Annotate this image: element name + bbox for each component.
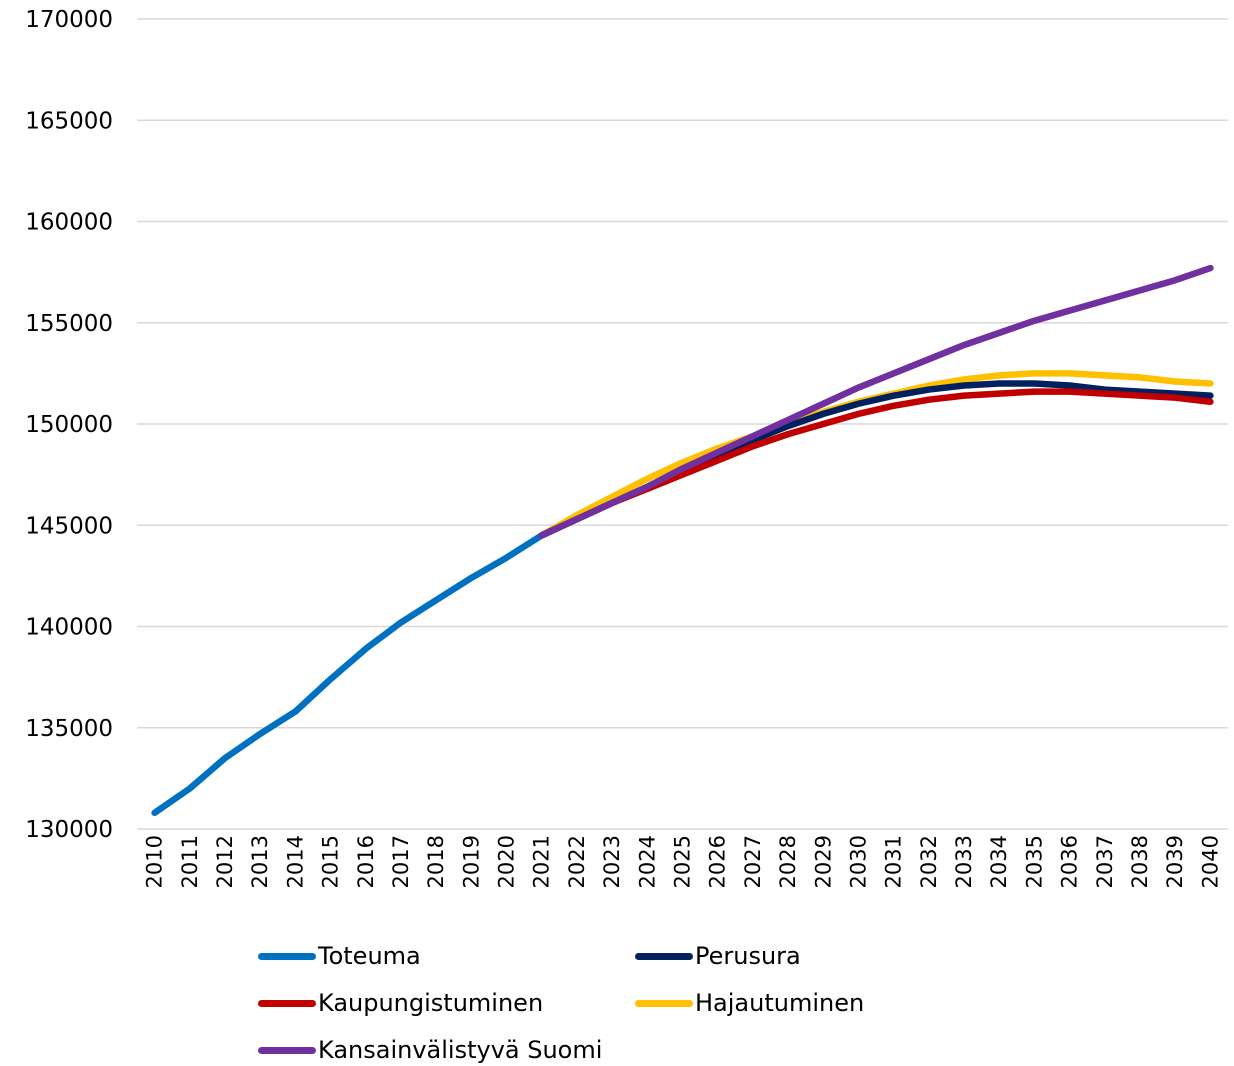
y-tick-label: 160000 [25, 210, 113, 236]
x-tick-label: 2030 [846, 835, 870, 888]
x-tick-label: 2015 [319, 835, 343, 888]
x-tick-label: 2039 [1163, 835, 1187, 888]
x-tick-label: 2035 [1022, 835, 1046, 888]
y-axis-ticks: 130000 135000 140000 145000 150000 155000 1600… [25, 7, 113, 843]
x-tick-label: 2021 [530, 835, 554, 888]
x-tick-label: 2029 [811, 835, 835, 888]
x-tick-label: 2025 [671, 835, 695, 888]
x-tick-label: 2017 [389, 835, 413, 888]
x-tick-label: 2020 [495, 835, 519, 888]
gridlines [137, 18, 1228, 830]
x-tick-label: 2036 [1058, 835, 1082, 888]
y-tick-label: 165000 [25, 108, 113, 134]
x-tick-label: 2010 [143, 835, 167, 888]
x-tick-label: 2037 [1093, 835, 1117, 888]
x-tick-label: 2019 [459, 835, 483, 888]
series-line-perusura [538, 380, 1214, 539]
y-tick-label: 155000 [25, 311, 113, 337]
x-axis-ticks: 2010 2011 2012 2013 2014 2015 2016 2017 2018 2019… [143, 835, 1223, 888]
x-tick-label: 2022 [565, 835, 589, 888]
y-tick-label: 150000 [25, 412, 113, 438]
x-tick-label: 2014 [283, 835, 307, 888]
x-tick-label: 2026 [706, 835, 730, 888]
x-tick-label: 2023 [600, 835, 624, 888]
x-tick-label: 2018 [424, 835, 448, 888]
y-tick-label: 170000 [25, 7, 113, 33]
series-lines [151, 264, 1214, 817]
x-tick-label: 2032 [917, 835, 941, 888]
series-line-kaupungistuminen [538, 388, 1214, 539]
y-tick-label: 135000 [25, 716, 113, 742]
series-line-kansainvalistyva-suomi [538, 264, 1214, 539]
x-tick-label: 2011 [178, 835, 202, 888]
x-tick-label: 2028 [776, 835, 800, 888]
x-tick-label: 2038 [1128, 835, 1152, 888]
x-tick-label: 2012 [213, 835, 237, 888]
x-tick-label: 2031 [882, 835, 906, 888]
x-tick-label: 2016 [354, 835, 378, 888]
y-tick-label: 130000 [25, 817, 113, 843]
x-tick-label: 2027 [741, 835, 765, 888]
x-tick-label: 2013 [248, 835, 272, 888]
x-tick-label: 2040 [1198, 835, 1222, 888]
y-tick-label: 145000 [25, 513, 113, 539]
x-tick-label: 2024 [635, 835, 659, 888]
series-line-toteuma [151, 532, 545, 817]
x-tick-label: 2034 [987, 835, 1011, 888]
x-tick-label: 2033 [952, 835, 976, 888]
y-tick-label: 140000 [25, 615, 113, 641]
